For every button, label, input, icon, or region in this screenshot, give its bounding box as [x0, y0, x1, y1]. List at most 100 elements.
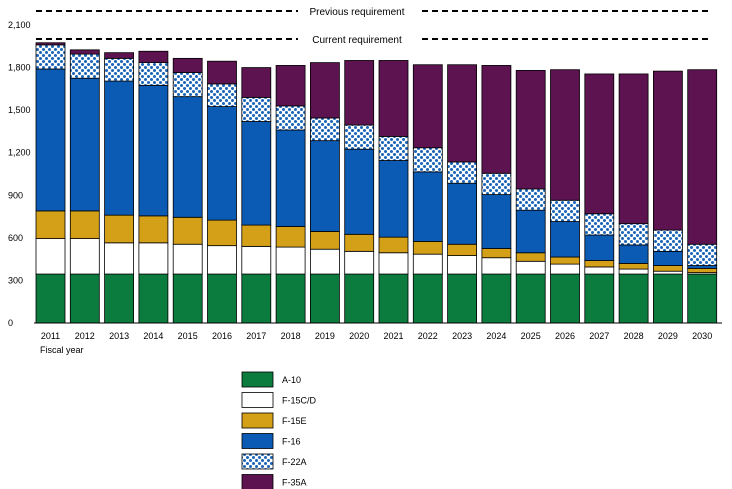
legend-swatch-a-10: [241, 371, 274, 388]
bar-segment-f-16: [447, 182, 478, 245]
bar-stack-2015: [172, 57, 203, 324]
bar-segment-f-22a: [309, 117, 340, 142]
bar-segment-f-35a: [241, 67, 272, 98]
bar-segment-f-15e: [104, 214, 134, 244]
bar-stack-2022: [412, 64, 443, 324]
bar-segment-a-10: [378, 273, 409, 324]
bar-segment-f-15e: [687, 267, 718, 274]
legend: A-10 F-15C/D F-15E F-16 F-22A F-35A: [241, 371, 317, 489]
bar-segment-f-15e: [618, 262, 649, 270]
legend-label-f-16: F-16: [282, 437, 301, 447]
bar-stack-2030: [687, 69, 718, 324]
bar-segment-f-16: [309, 140, 340, 232]
bar-segment-f-35a: [687, 69, 718, 245]
y-tick-label: 0: [8, 318, 13, 328]
bar-segment-f-16: [515, 209, 546, 254]
bar-segment-f-15c-d: [653, 270, 683, 275]
bar-segment-f-22a: [378, 135, 409, 161]
bar-segment-f-35a: [447, 64, 478, 163]
bar-segment-a-10: [172, 273, 203, 324]
bar-segment-a-10: [481, 273, 512, 324]
bar-segment-f-22a: [104, 57, 134, 82]
x-tick-label: 2029: [658, 331, 678, 341]
y-axis: 0 300 600 900 1,200 1,500 1,800 2,100: [8, 20, 31, 328]
bar-segment-f-15e: [344, 233, 375, 252]
bar-segment-a-10: [447, 273, 478, 324]
bar-segment-a-10: [584, 273, 615, 324]
legend-label-f-22a: F-22A: [282, 457, 307, 467]
bar-segment-f-35a: [378, 60, 409, 137]
bar-segment-a-10: [618, 273, 649, 324]
bar-stack-2020: [344, 60, 375, 324]
y-tick-label: 1,200: [8, 148, 31, 158]
bar-segment-f-16: [687, 265, 718, 269]
bar-segment-f-35a: [138, 50, 169, 64]
bar-stack-2029: [653, 70, 683, 324]
bar-segment-f-15e: [481, 248, 512, 259]
bar-segment-f-22a: [35, 44, 66, 70]
bar-segment-f-15e: [515, 252, 546, 262]
bar-segment-f-16: [104, 80, 134, 216]
x-tick-label: 2026: [555, 331, 575, 341]
bar-segment-f-35a: [35, 42, 66, 46]
bar-segment-a-10: [412, 273, 443, 324]
bar-segment-f-15c-d: [275, 246, 306, 275]
bar-segment-f-15e: [653, 265, 683, 272]
legend-swatch-f-15c-d: [241, 392, 274, 408]
bar-segment-f-15c-d: [309, 248, 340, 275]
bar-stack-2021: [378, 60, 409, 324]
bar-segment-f-35a: [550, 69, 580, 201]
bar-stack-2019: [309, 62, 340, 324]
bar-segment-f-15c-d: [584, 266, 615, 275]
y-tick-label: 1,500: [8, 105, 31, 115]
bar-segment-f-35a: [481, 65, 512, 174]
bar-segment-f-15e: [550, 256, 580, 265]
bar-segment-f-15c-d: [104, 242, 134, 275]
bar-segment-f-22a: [275, 105, 306, 131]
bar-segment-f-22a: [172, 72, 203, 98]
legend-swatch-f-22a: [241, 453, 274, 470]
bar-segment-f-35a: [618, 73, 649, 225]
y-tick-label: 2,100: [8, 20, 31, 30]
bar-segment-f-15c-d: [447, 255, 478, 275]
bar-segment-f-22a: [550, 199, 580, 222]
bar-segment-f-35a: [275, 65, 306, 107]
bar-segment-f-15c-d: [241, 245, 272, 275]
bar-segment-a-10: [309, 273, 340, 324]
x-axis: 2011 2012 2013 2014 2015 2016 2017 2018 2019 2020…: [34, 322, 722, 355]
bar-stack-2017: [241, 67, 272, 324]
bar-stack-2016: [207, 60, 237, 324]
bar-segment-f-15e: [309, 231, 340, 250]
x-tick-label: 2017: [246, 331, 266, 341]
reference-lines: Previous requirement Current requirement: [36, 7, 712, 46]
bar-stack-2023: [447, 64, 478, 324]
x-tick-label: 2027: [589, 331, 609, 341]
bar-segment-f-22a: [653, 229, 683, 252]
bar-segment-f-35a: [172, 57, 203, 73]
bar-segment-a-10: [275, 273, 306, 324]
x-tick-label: 2014: [143, 331, 163, 341]
legend-label-f-15e: F-15E: [282, 416, 307, 426]
bars: [35, 42, 718, 324]
bar-segment-a-10: [104, 273, 134, 324]
x-tick-label: 2030: [692, 331, 712, 341]
bar-segment-f-15e: [378, 236, 409, 254]
x-tick-label: 2028: [624, 331, 644, 341]
x-tick-label: 2012: [75, 331, 95, 341]
bar-segment-f-22a: [687, 243, 718, 266]
x-tick-label: 2019: [315, 331, 335, 341]
bar-segment-f-16: [481, 194, 512, 249]
x-tick-label: 2022: [418, 331, 438, 341]
bar-segment-a-10: [515, 273, 546, 324]
bar-segment-f-22a: [241, 96, 272, 122]
y-tick-label: 600: [8, 233, 23, 243]
bar-segment-a-10: [207, 273, 237, 324]
bar-segment-f-15c-d: [35, 238, 66, 275]
bar-stack-2025: [515, 70, 546, 324]
bar-segment-f-16: [69, 77, 100, 212]
x-axis-title: Fiscal year: [40, 345, 84, 355]
x-tick-label: 2011: [41, 331, 60, 341]
bar-segment-f-16: [172, 96, 203, 218]
bar-stack-2018: [275, 65, 306, 324]
